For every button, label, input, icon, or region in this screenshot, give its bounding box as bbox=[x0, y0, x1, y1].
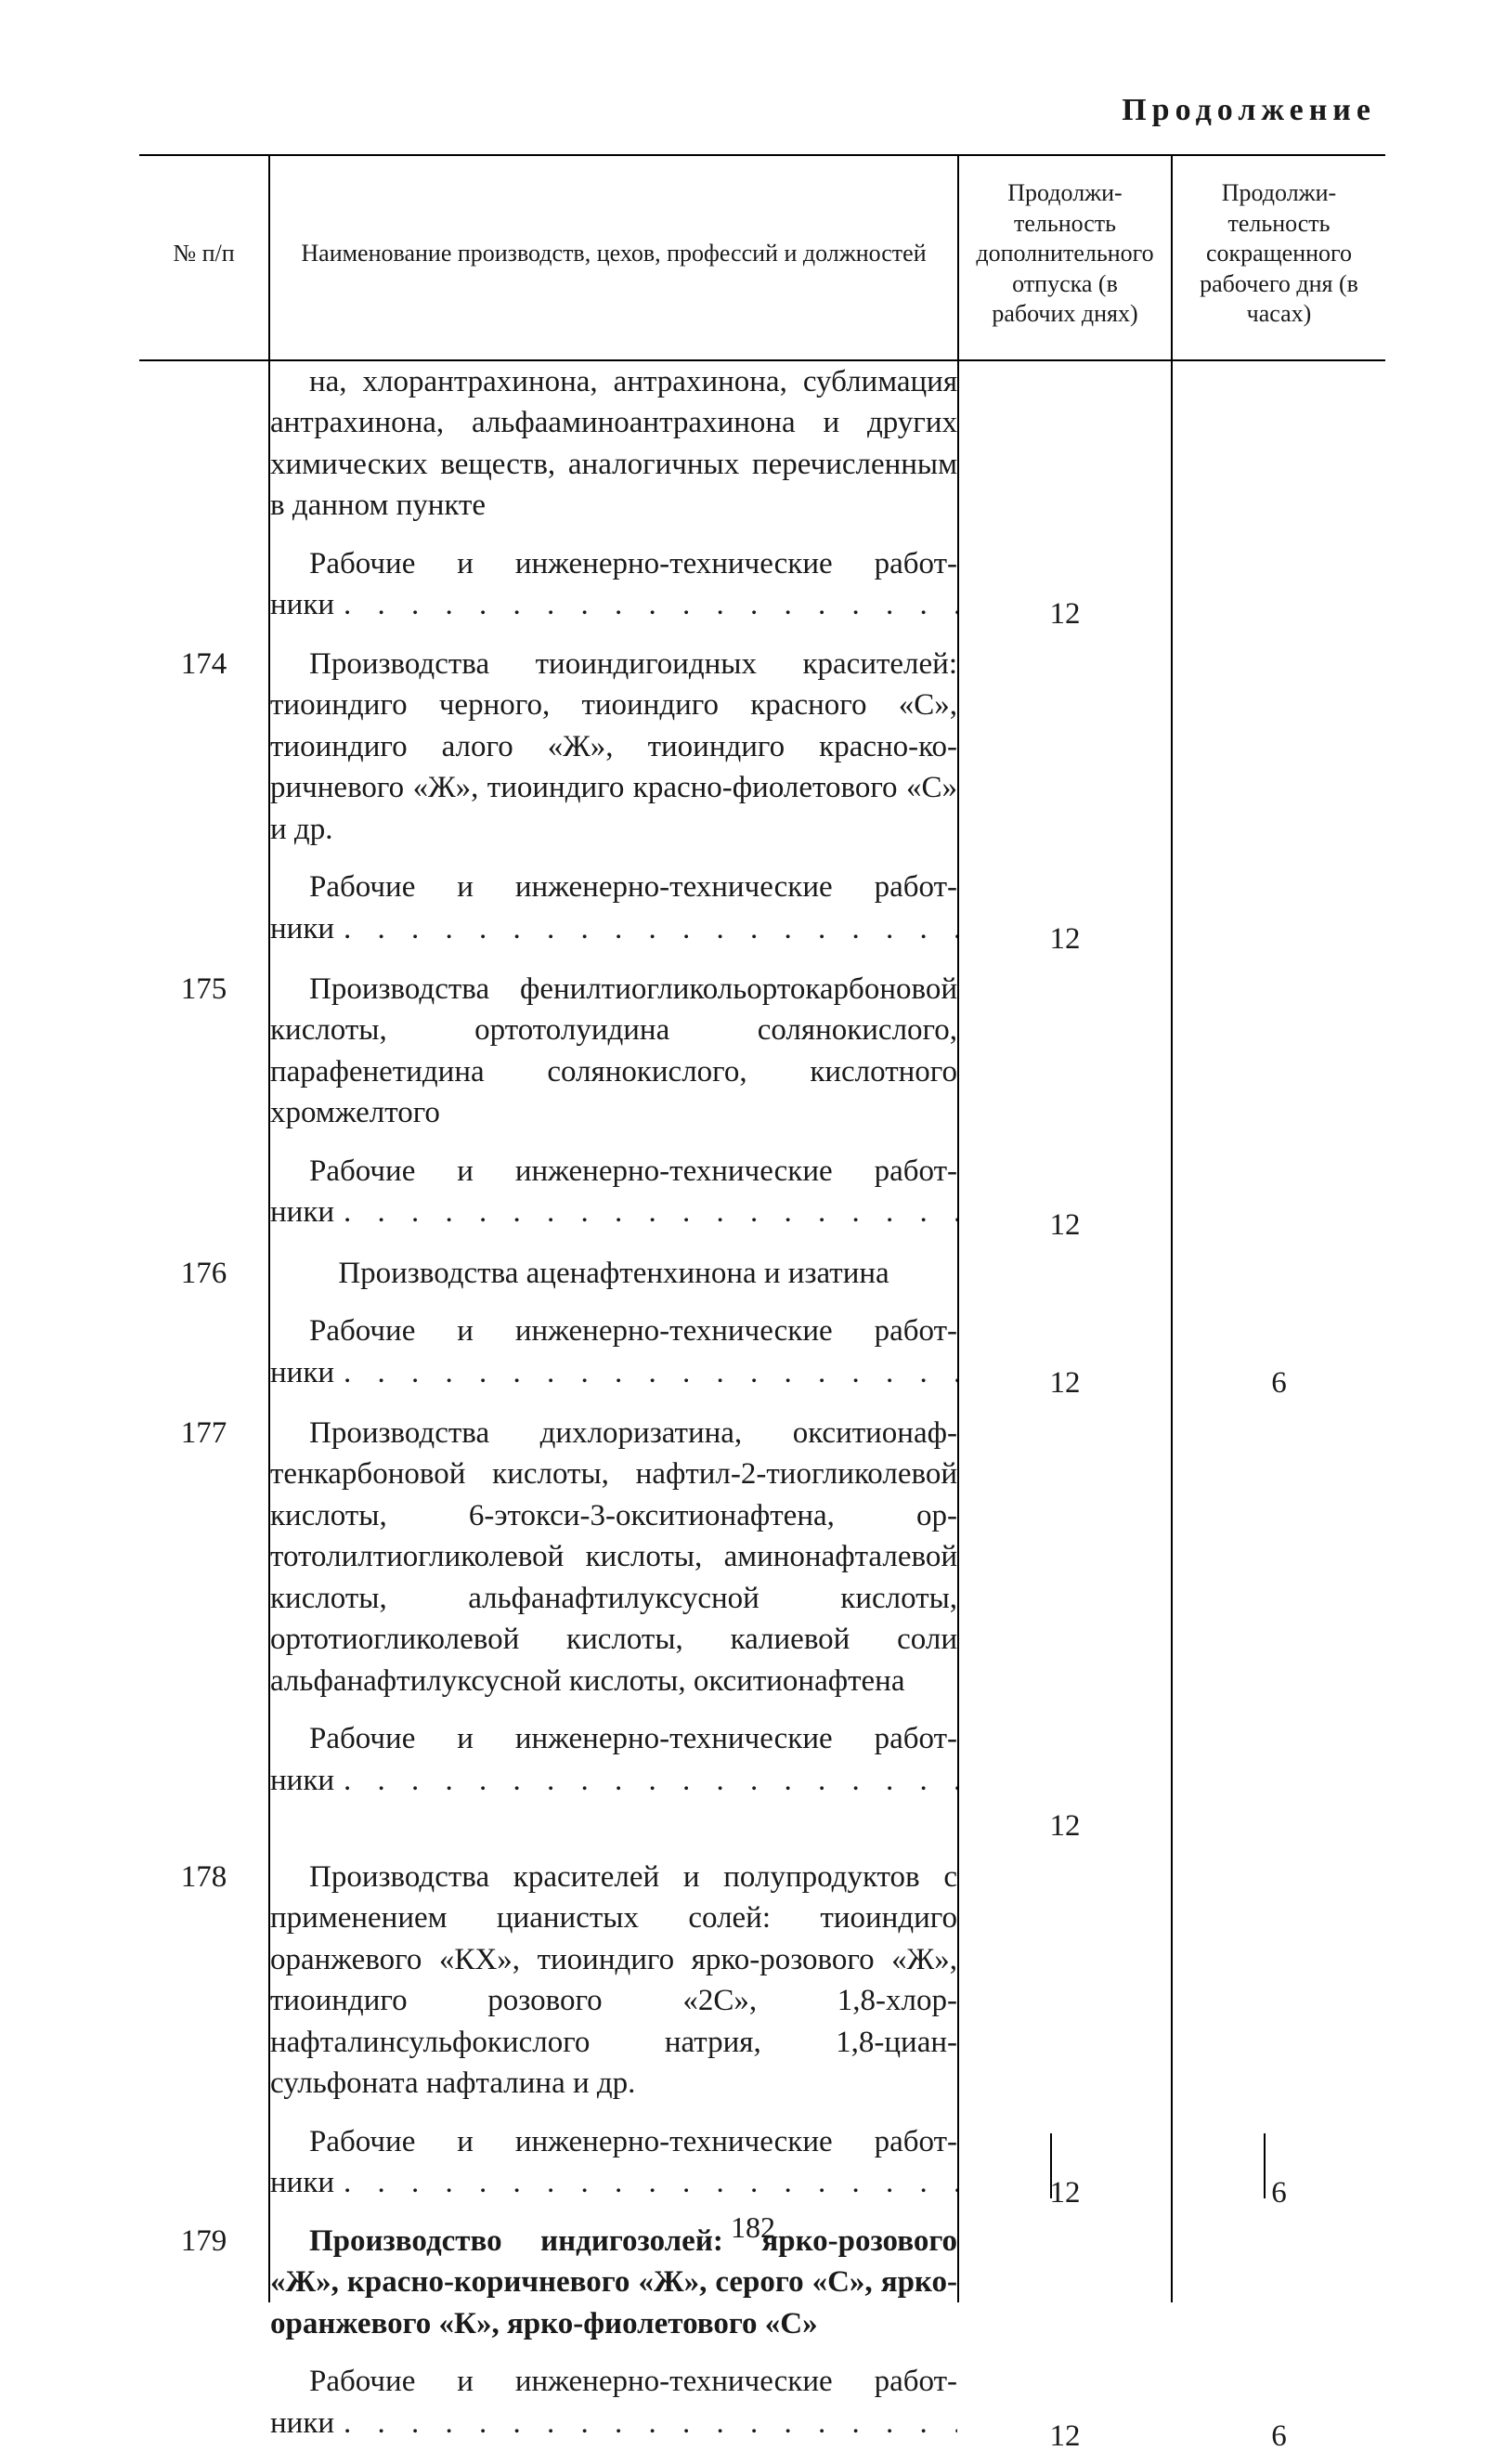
main-table: № п/п Наименование производств, цехов, п… bbox=[139, 154, 1385, 2302]
workers-line-1: Рабочие и инженерно-технические работ- bbox=[270, 867, 957, 908]
page-number: 182 bbox=[0, 2210, 1506, 2245]
col-hours: 666 bbox=[1172, 360, 1385, 2302]
workers-line-1: Рабочие и инженерно-технические работ- bbox=[270, 1718, 957, 1760]
table-header: № п/п Наименование производств, цехов, п… bbox=[139, 155, 1385, 360]
workers-line-2: ники. . . . . . . . . . . . . . . . . . … bbox=[270, 908, 957, 950]
leave-days-value: 12 bbox=[959, 1362, 1171, 1404]
workers-line-1: Рабочие и инженерно-технические работ- bbox=[270, 1310, 957, 1352]
page: Продолжение № п/п Наименование производс… bbox=[0, 0, 1506, 2301]
leader-dots: . . . . . . . . . . . . . . . . . . . . … bbox=[334, 1352, 957, 1394]
col-name: на, хлорантрахинона, антрахинона, субли­… bbox=[269, 360, 958, 2302]
workers-line-2: ники. . . . . . . . . . . . . . . . . . … bbox=[270, 1192, 957, 1233]
tail-rule-left bbox=[1050, 2133, 1052, 2198]
workers-tail: ники bbox=[270, 2162, 334, 2204]
header-col-hours: Продолжи­тельность сокращен­ного рабо­че… bbox=[1172, 155, 1385, 360]
col-leave: 12121212121212 bbox=[958, 360, 1172, 2302]
header-col-num: № п/п bbox=[139, 155, 269, 360]
description-paragraph: Производства дихлоризатина, окситионаф­т… bbox=[270, 1413, 957, 1702]
workers-tail: ники bbox=[270, 1352, 334, 1394]
workers-line-1: Рабочие и инженерно-технические работ- bbox=[270, 543, 957, 585]
leave-days-value: 12 bbox=[959, 1205, 1171, 1246]
leave-days-value: 12 bbox=[959, 2416, 1171, 2457]
col-num: 174175176177178179 bbox=[139, 360, 269, 2302]
leader-dots: . . . . . . . . . . . . . . . . . . . . … bbox=[334, 1760, 957, 1802]
row-description: Производство индигозолей: ярко-розового … bbox=[270, 2221, 957, 2464]
shortened-day-hours-value: 6 bbox=[1173, 1362, 1385, 1404]
description-paragraph: на, хлорантрахинона, антрахинона, субли­… bbox=[270, 361, 957, 527]
workers-tail: ники bbox=[270, 584, 334, 626]
continuation-label: Продолжение bbox=[139, 93, 1385, 128]
shortened-day-hours-value: 6 bbox=[1173, 2416, 1385, 2457]
header-col-leave: Продолжи­тельность дополнитель­ного отпу… bbox=[958, 155, 1172, 360]
workers-line-1: Рабочие и инженерно-технические работ- bbox=[270, 2361, 957, 2403]
workers-line-1: Рабочие и инженерно-технические работ- bbox=[270, 2121, 957, 2163]
row-description: на, хлорантрахинона, антрахинона, субли­… bbox=[270, 361, 957, 646]
row-description: Производства аценафтенхинона и изатина Ра… bbox=[270, 1253, 957, 1415]
leader-dots: . . . . . . . . . . . . . . . . . . . . … bbox=[334, 908, 957, 950]
row-number: 174 bbox=[139, 644, 268, 685]
row-description: Производства тиоиндигоидных красителей: … bbox=[270, 644, 957, 971]
leave-days-value: 12 bbox=[959, 1806, 1171, 1847]
leave-days-value: 12 bbox=[959, 919, 1171, 960]
workers-line-2: ники. . . . . . . . . . . . . . . . . . … bbox=[270, 2162, 957, 2204]
leader-dots: . . . . . . . . . . . . . . . . . . . . … bbox=[334, 1192, 957, 1233]
description-paragraph: Производства красителей и полупродуктов … bbox=[270, 1857, 957, 2105]
row-number: 177 bbox=[139, 1413, 268, 1454]
table-body-row: 174175176177178179 на, хлорантрахинона, … bbox=[139, 360, 1385, 2302]
row-number: 176 bbox=[139, 1253, 268, 1295]
header-col-name: Наименование производств, цехов, професс… bbox=[269, 155, 958, 360]
leave-days-value: 12 bbox=[959, 2172, 1171, 2214]
row-description: Производства фенилтиогликольортокарбоно­… bbox=[270, 969, 957, 1254]
shortened-day-hours-value: 6 bbox=[1173, 2172, 1385, 2214]
description-paragraph: Производства тиоиндигоидных красителей: … bbox=[270, 644, 957, 851]
leader-dots: . . . . . . . . . . . . . . . . . . . . … bbox=[334, 2162, 957, 2204]
leave-days-value: 12 bbox=[959, 593, 1171, 635]
leader-dots: . . . . . . . . . . . . . . . . . . . . … bbox=[334, 2403, 957, 2444]
leader-dots: . . . . . . . . . . . . . . . . . . . . … bbox=[334, 584, 957, 626]
workers-line-2: ники. . . . . . . . . . . . . . . . . . … bbox=[270, 2403, 957, 2444]
workers-line-1: Рабочие и инженерно-технические работ- bbox=[270, 1151, 957, 1193]
row-description: Производства дихлоризатина, окситионаф­т… bbox=[270, 1413, 957, 1822]
tail-rule-right bbox=[1264, 2133, 1266, 2198]
workers-line-2: ники. . . . . . . . . . . . . . . . . . … bbox=[270, 584, 957, 626]
workers-tail: ники bbox=[270, 908, 334, 950]
row-number: 175 bbox=[139, 969, 268, 1010]
row-description: Производства красителей и полупродуктов … bbox=[270, 1857, 957, 2224]
workers-tail: ники bbox=[270, 2403, 334, 2444]
description-paragraph: Производства аценафтенхинона и изатина bbox=[270, 1253, 957, 1295]
row-number: 178 bbox=[139, 1857, 268, 1898]
description-paragraph: Производства фенилтиогликольортокарбоно­… bbox=[270, 969, 957, 1134]
workers-line-2: ники. . . . . . . . . . . . . . . . . . … bbox=[270, 1352, 957, 1394]
workers-line-2: ники. . . . . . . . . . . . . . . . . . … bbox=[270, 1760, 957, 1802]
workers-tail: ники bbox=[270, 1760, 334, 1802]
workers-tail: ники bbox=[270, 1192, 334, 1233]
